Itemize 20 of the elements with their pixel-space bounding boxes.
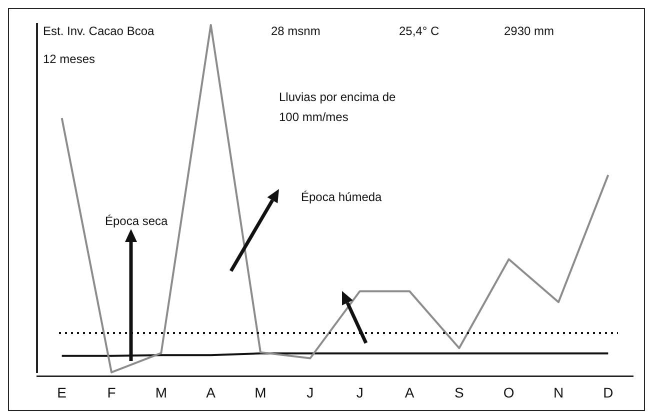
annotation: Época húmeda bbox=[301, 189, 383, 206]
x-tick-label: O bbox=[503, 384, 514, 400]
annotation: Época seca bbox=[105, 213, 169, 230]
x-tick-label: S bbox=[454, 384, 464, 400]
annotation: Lluvias por encima de 100 mm/mes bbox=[279, 89, 397, 126]
annotation: 28 msnm bbox=[271, 23, 322, 40]
annotation: Est. Inv. Cacao Bcoa bbox=[43, 23, 156, 40]
x-tick-label: E bbox=[57, 384, 67, 400]
x-tick-label: F bbox=[107, 384, 116, 400]
x-tick-label: D bbox=[603, 384, 614, 400]
x-tick-label: N bbox=[553, 384, 564, 400]
x-tick-label: J bbox=[306, 384, 314, 400]
x-tick-label: M bbox=[155, 384, 168, 400]
x-tick-label: A bbox=[404, 384, 415, 400]
annotation: 2930 mm bbox=[504, 23, 556, 40]
annotation: 25,4° C bbox=[399, 24, 440, 38]
x-tick-label: A bbox=[206, 384, 216, 400]
x-tick-label: J bbox=[356, 384, 364, 400]
annotation: 12 meses bbox=[43, 51, 96, 68]
x-tick-label: M bbox=[254, 384, 266, 400]
